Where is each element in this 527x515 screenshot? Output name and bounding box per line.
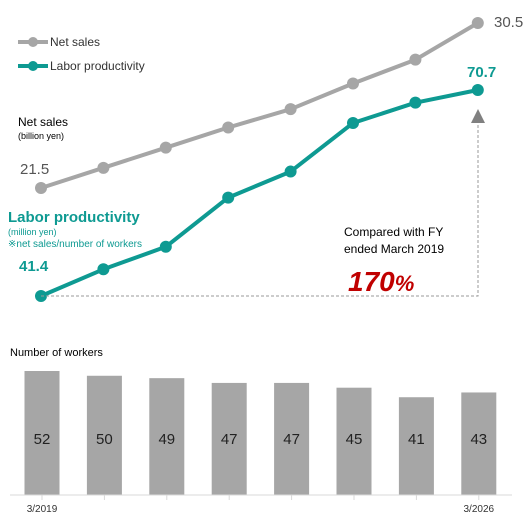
- labor-productivity-first-label: 41.4: [19, 258, 49, 275]
- labor-productivity-line: [40, 88, 479, 298]
- net-sales-axis-title: Net sales: [18, 115, 68, 129]
- bar-chart-x-ticks: [41, 495, 480, 500]
- workers-bar: [24, 371, 60, 495]
- workers-bar-labels: 52 50 49 47 47 45 41 43: [34, 431, 487, 448]
- legend-net-sales-label: Net sales: [50, 35, 100, 49]
- labor-productivity-point: [284, 165, 297, 178]
- labor-productivity-axis-note: ※net sales/number of workers: [8, 239, 142, 250]
- workers-bar-value-label: 41: [408, 431, 425, 448]
- net-sales-last-label: 30.5: [494, 14, 523, 31]
- net-sales-point: [471, 17, 484, 29]
- labor-productivity-point: [409, 96, 422, 109]
- bar-chart-x-tick-labels: 3/2019 3/2026: [27, 504, 495, 515]
- net-sales-point: [97, 161, 110, 174]
- net-sales-markers: [35, 17, 484, 194]
- legend-labor-productivity-swatch-marker: [28, 61, 38, 71]
- workers-bar: [461, 392, 497, 495]
- bar-chart-title: Number of workers: [10, 347, 103, 359]
- x-tick-label: 3/2026: [464, 504, 495, 515]
- legend-labor-productivity-label: Labor productivity: [50, 59, 145, 73]
- workers-bar: [274, 382, 310, 495]
- legend-net-sales-swatch-marker: [28, 37, 38, 47]
- x-tick-label: 3/2019: [27, 504, 58, 515]
- workers-bar: [149, 378, 185, 495]
- labor-productivity-point: [222, 191, 235, 204]
- comparison-text-line1: Compared with FY: [344, 225, 443, 239]
- comparison-bracket-line: [41, 124, 479, 297]
- workers-bar: [86, 375, 122, 495]
- workers-bar-value-label: 47: [283, 431, 300, 448]
- labor-productivity-point: [347, 117, 359, 130]
- net-sales-point: [409, 53, 422, 66]
- net-sales-axis-unit: (billion yen): [18, 131, 64, 141]
- net-sales-first-label: 21.5: [20, 161, 49, 178]
- workers-bar-value-label: 50: [96, 431, 113, 448]
- net-sales-point: [284, 103, 297, 116]
- comparison-value: 170%: [348, 266, 414, 297]
- labor-productivity-point: [159, 240, 172, 253]
- workers-bar: [211, 382, 247, 495]
- comparison-arrow-head: [471, 109, 485, 123]
- comparison-value-number: 170: [348, 266, 395, 297]
- labor-productivity-axis-title: Labor productivity: [8, 209, 140, 226]
- labor-productivity-point: [97, 263, 110, 276]
- legend: Net sales Labor productivity: [18, 35, 145, 73]
- comparison-text-line2: ended March 2019: [344, 242, 444, 256]
- labor-productivity-axis-unit: (million yen): [8, 227, 57, 237]
- workers-bar-value-label: 43: [470, 431, 487, 448]
- net-sales-point: [222, 121, 235, 134]
- workers-bar-value-label: 47: [221, 431, 238, 448]
- net-sales-line: [40, 21, 479, 190]
- labor-productivity-last-label: 70.7: [467, 64, 496, 81]
- net-sales-point: [159, 141, 172, 154]
- net-sales-point: [35, 182, 47, 194]
- labor-productivity-point: [471, 84, 484, 96]
- workers-bar: [336, 387, 372, 495]
- comparison-value-suffix: %: [395, 271, 415, 296]
- workers-bar-value-label: 49: [158, 431, 175, 448]
- net-sales-point: [347, 77, 359, 90]
- workers-bars: [24, 371, 497, 495]
- workers-bar-value-label: 45: [346, 431, 363, 448]
- comparison-bracket: [41, 109, 485, 297]
- workers-bar: [398, 397, 434, 495]
- workers-bar-value-label: 52: [34, 431, 51, 448]
